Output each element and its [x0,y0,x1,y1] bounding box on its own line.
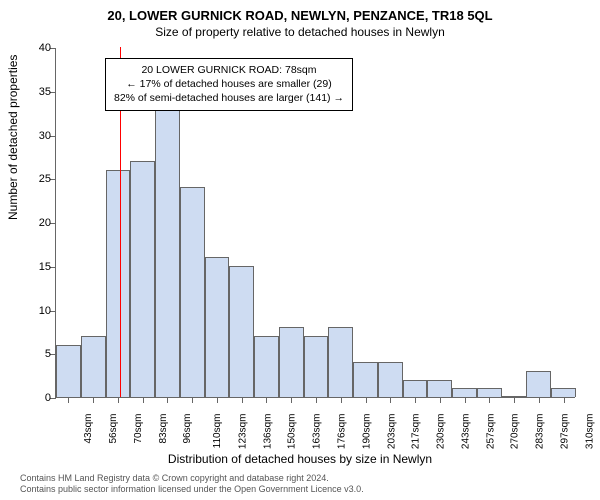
histogram-bar [526,371,551,397]
y-tick-label: 40 [21,42,51,54]
footer-line-2: Contains public sector information licen… [20,484,580,495]
x-tick [266,397,267,403]
histogram-bar [180,187,205,397]
annotation-line: 20 LOWER GURNICK ROAD: 78sqm [114,63,344,77]
x-tick-label: 123sqm [238,414,249,450]
histogram-bar [254,336,279,397]
y-tick-label: 5 [21,348,51,360]
histogram-bar [56,345,81,398]
x-tick [242,397,243,403]
y-tick-label: 25 [21,173,51,185]
x-tick [514,397,515,403]
annotation-line: 82% of semi-detached houses are larger (… [114,91,344,105]
histogram-bar [427,380,452,398]
histogram-bar [353,362,378,397]
x-tick-label: 83sqm [158,414,169,444]
x-tick-label: 176sqm [337,414,348,450]
x-axis-label: Distribution of detached houses by size … [0,452,600,466]
x-tick-label: 297sqm [559,414,570,450]
y-tick-label: 15 [21,261,51,273]
histogram-bar [328,327,353,397]
histogram-bar [378,362,403,397]
x-tick [465,397,466,403]
y-tick-label: 30 [21,130,51,142]
histogram-bar [205,257,230,397]
x-tick [316,397,317,403]
x-tick [291,397,292,403]
y-tick-label: 20 [21,217,51,229]
y-tick-label: 10 [21,305,51,317]
x-tick [489,397,490,403]
histogram-bar [81,336,106,397]
x-tick [415,397,416,403]
histogram-bar [155,108,180,397]
x-tick-label: 243sqm [460,414,471,450]
x-tick-label: 110sqm [212,414,223,449]
histogram-bar [229,266,254,397]
x-tick [118,397,119,403]
histogram-bar [452,388,477,397]
x-tick [192,397,193,403]
x-tick [143,397,144,403]
x-tick-label: 43sqm [83,414,94,444]
x-tick-label: 136sqm [262,414,273,450]
x-tick [167,397,168,403]
histogram-bar [551,388,576,397]
x-tick [366,397,367,403]
x-tick [539,397,540,403]
y-tick-label: 35 [21,86,51,98]
x-tick-label: 217sqm [411,414,422,450]
x-tick [440,397,441,403]
histogram-bar [304,336,329,397]
annotation-box: 20 LOWER GURNICK ROAD: 78sqm← 17% of det… [105,58,353,111]
x-tick-label: 257sqm [485,414,496,450]
x-tick [564,397,565,403]
x-tick-label: 150sqm [287,414,298,450]
chart-area: 20 LOWER GURNICK ROAD: 78sqm← 17% of det… [55,48,575,398]
x-tick-label: 230sqm [436,414,447,450]
x-tick-label: 190sqm [361,414,372,450]
chart-title: 20, LOWER GURNICK ROAD, NEWLYN, PENZANCE… [0,0,600,23]
x-tick-label: 270sqm [510,414,521,450]
footer-line-1: Contains HM Land Registry data © Crown c… [20,473,580,484]
histogram-bar [106,170,131,398]
histogram-bar [130,161,155,397]
y-tick-label: 0 [21,392,51,404]
x-tick-label: 203sqm [386,414,397,450]
footer-credits: Contains HM Land Registry data © Crown c… [20,473,580,495]
x-tick-label: 56sqm [108,414,119,444]
x-tick [68,397,69,403]
annotation-line: ← 17% of detached houses are smaller (29… [114,77,344,91]
histogram-bar [403,380,428,398]
chart-subtitle: Size of property relative to detached ho… [0,23,600,39]
x-tick-label: 70sqm [133,414,144,444]
x-tick-label: 310sqm [584,414,595,450]
x-tick [217,397,218,403]
x-tick-label: 96sqm [182,414,193,444]
histogram-bar [279,327,304,397]
x-tick [93,397,94,403]
x-tick [390,397,391,403]
x-tick [341,397,342,403]
x-tick-label: 283sqm [535,414,546,450]
histogram-bar [477,388,502,397]
x-tick-label: 163sqm [312,414,323,450]
y-axis-label: Number of detached properties [6,55,20,220]
